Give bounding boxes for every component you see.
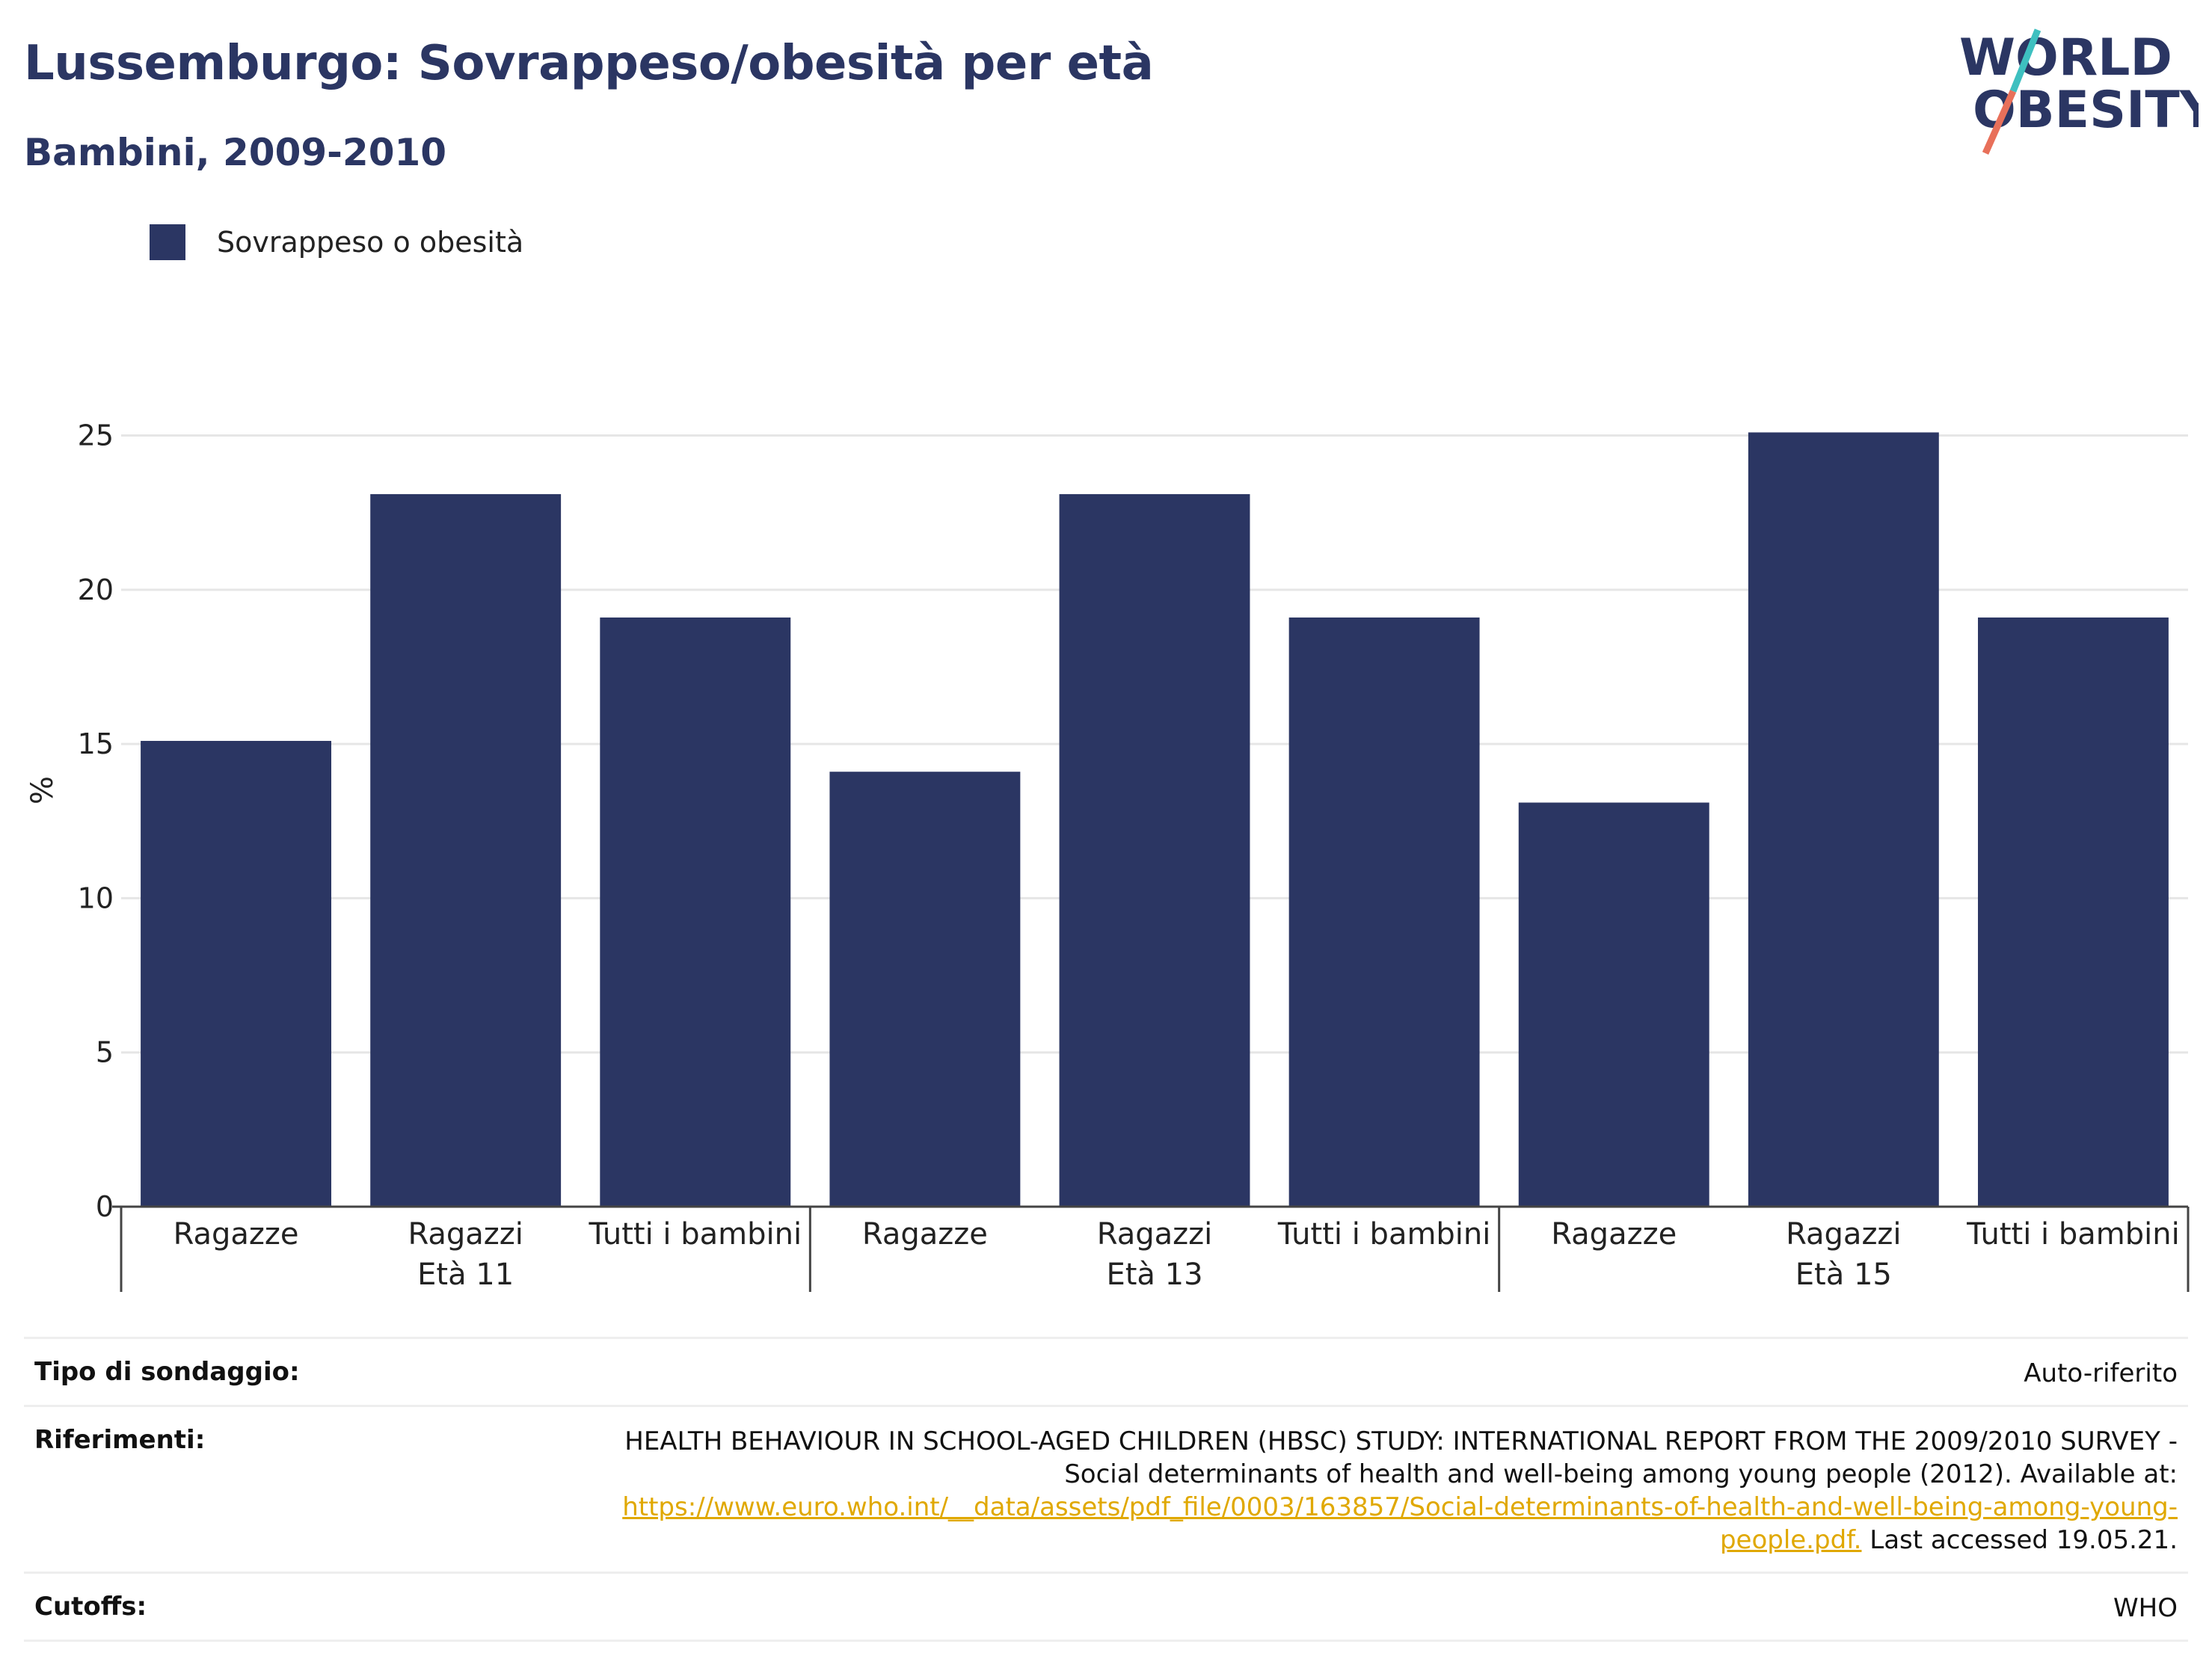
references-link[interactable]: https://www.euro.who.int/__data/assets/p… [622,1492,2178,1555]
y-tick-label: 0 [96,1190,114,1223]
x-tick-label: Ragazzi [408,1217,523,1252]
references-label: Riferimenti: [34,1425,206,1455]
bar [829,772,1021,1207]
cutoffs-label: Cutoffs: [34,1592,147,1622]
y-tick-label: 5 [96,1036,114,1069]
bar [1288,617,1480,1207]
meta-row-survey: Tipo di sondaggio: Auto-riferito [24,1337,2188,1405]
references-value: HEALTH BEHAVIOUR IN SCHOOL-AGED CHILDREN… [607,1425,2178,1557]
legend: Sovrappeso o obesità [150,224,523,260]
metadata-table: Tipo di sondaggio: Auto-riferito Riferim… [24,1337,2188,1642]
x-tick-label: Ragazze [862,1217,988,1252]
meta-row-cutoffs: Cutoffs: WHO [24,1572,2188,1642]
bar [1977,617,2169,1207]
x-tick-label: Tutti i bambini [1277,1217,1491,1252]
y-tick-label: 25 [78,419,114,452]
logo-slash-top [2009,28,2042,93]
x-tick-label: Ragazze [1551,1217,1677,1252]
y-tick-label: 15 [78,727,114,760]
logo-slash-bottom [1982,90,2017,155]
bar [141,740,332,1207]
bar-chart: 0 5 10 15 20 25% Ragazze Ragazzi Tutti i bambini… [25,419,2190,1292]
x-tick-label: Ragazzi [1097,1217,1212,1252]
y-tick-label: 10 [78,881,114,914]
legend-swatch [150,224,185,260]
x-tick-label: Ragazzi [1786,1217,1901,1252]
chart-title: Lussemburgo: Sovrappeso/obesità per età [24,36,1154,91]
references-text: HEALTH BEHAVIOUR IN SCHOOL-AGED CHILDREN… [624,1426,2178,1489]
bar [1748,432,1939,1207]
bar [1518,802,1709,1207]
y-axis-label: % [25,776,60,804]
survey-type-value: Auto-riferito [2024,1358,2178,1388]
chart-subtitle: Bambini, 2009-2010 [24,131,447,174]
bar [1059,493,1250,1207]
bar [600,617,791,1207]
x-tick-label: Tutti i bambini [588,1217,802,1252]
legend-label: Sovrappeso o obesità [217,226,524,259]
x-group-label: Età 15 [1795,1258,1892,1292]
logo-text-world: WORLD [1959,28,2172,87]
y-tick-label: 20 [78,573,114,606]
survey-type-label: Tipo di sondaggio: [34,1357,300,1387]
references-accessed: Last accessed 19.05.21. [1870,1525,2178,1555]
meta-row-references: Riferimenti: HEALTH BEHAVIOUR IN SCHOOL-… [24,1405,2188,1572]
x-tick-label: Ragazze [173,1217,299,1252]
bar [370,493,562,1207]
cutoffs-value: WHO [2113,1593,2178,1623]
x-group-label: Età 13 [1106,1258,1202,1292]
x-tick-label: Tutti i bambini [1966,1217,2180,1252]
world-obesity-logo: WORLD OBESITY [1959,28,2199,155]
x-group-label: Età 11 [417,1258,514,1292]
